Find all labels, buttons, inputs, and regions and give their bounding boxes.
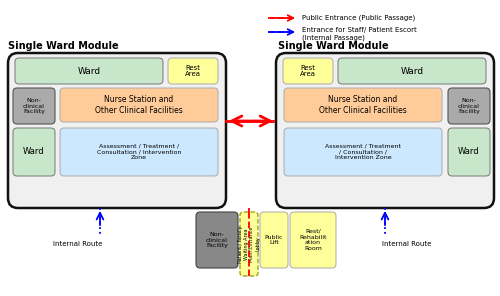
FancyBboxPatch shape: [284, 88, 442, 122]
Text: Single Ward Module: Single Ward Module: [8, 41, 118, 51]
FancyBboxPatch shape: [290, 212, 336, 268]
FancyBboxPatch shape: [196, 212, 238, 268]
FancyBboxPatch shape: [260, 212, 288, 268]
FancyBboxPatch shape: [284, 128, 442, 176]
FancyBboxPatch shape: [276, 53, 494, 208]
FancyBboxPatch shape: [15, 58, 163, 84]
FancyBboxPatch shape: [60, 88, 218, 122]
FancyBboxPatch shape: [60, 128, 218, 176]
Text: Rest
Area: Rest Area: [300, 65, 316, 78]
Text: Nurse Station and
Other Clinical Facilities: Nurse Station and Other Clinical Facilit…: [319, 95, 407, 115]
Text: Non-
clinical
Facility: Non- clinical Facility: [458, 98, 480, 114]
Text: Nurse Station and
Other Clinical Facilities: Nurse Station and Other Clinical Facilit…: [95, 95, 183, 115]
FancyBboxPatch shape: [240, 212, 258, 276]
Text: Patient / Family
Waiting Area
Main Entrance
Lobby: Patient / Family Waiting Area Main Entra…: [238, 225, 260, 263]
Text: Non-
clinical
Facility: Non- clinical Facility: [206, 232, 228, 248]
FancyBboxPatch shape: [448, 88, 490, 124]
Text: Public Entrance (Public Passage): Public Entrance (Public Passage): [302, 15, 415, 21]
Text: Single Ward Module: Single Ward Module: [278, 41, 388, 51]
FancyBboxPatch shape: [283, 58, 333, 84]
Text: Assessment / Treatment /
Consultation / Intervention
Zone: Assessment / Treatment / Consultation / …: [97, 144, 181, 160]
Text: Ward: Ward: [458, 147, 480, 157]
Text: Rest/
Rehabilit
ation
Room: Rest/ Rehabilit ation Room: [299, 229, 327, 251]
FancyBboxPatch shape: [448, 128, 490, 176]
FancyBboxPatch shape: [338, 58, 486, 84]
FancyBboxPatch shape: [13, 88, 55, 124]
Text: Internal Route: Internal Route: [54, 241, 102, 247]
Text: Ward: Ward: [400, 67, 423, 75]
Text: Public
Lift: Public Lift: [265, 235, 283, 245]
FancyBboxPatch shape: [13, 128, 55, 176]
Text: Rest
Area: Rest Area: [185, 65, 201, 78]
Text: Internal Route: Internal Route: [382, 241, 432, 247]
Text: Non-
clinical
Facility: Non- clinical Facility: [23, 98, 45, 114]
Text: Entrance for Staff/ Patient Escort
(Internal Passage): Entrance for Staff/ Patient Escort (Inte…: [302, 27, 417, 41]
FancyBboxPatch shape: [168, 58, 218, 84]
FancyBboxPatch shape: [8, 53, 226, 208]
Text: Ward: Ward: [23, 147, 45, 157]
Text: Ward: Ward: [78, 67, 100, 75]
Text: Assessment / Treatment
/ Consultation /
Intervention Zone: Assessment / Treatment / Consultation / …: [325, 144, 401, 160]
